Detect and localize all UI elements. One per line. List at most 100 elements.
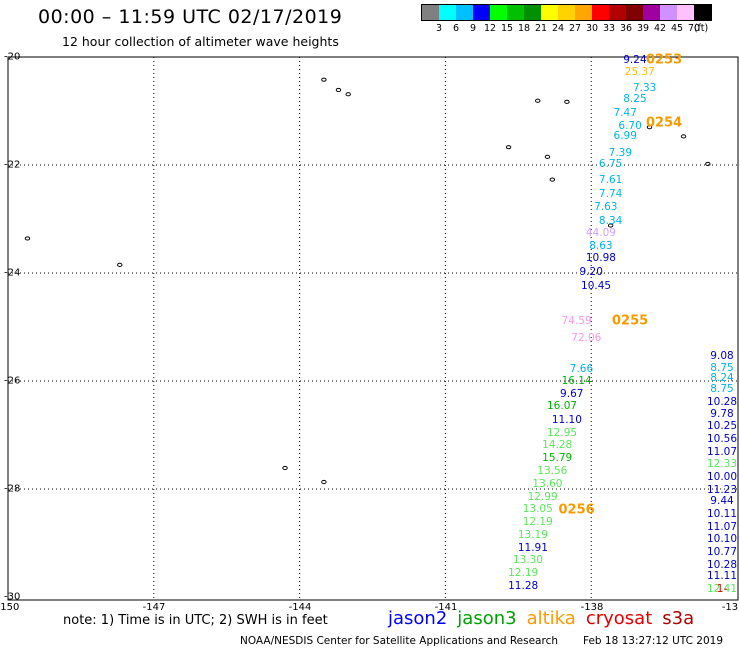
color-scale-label: 27 [568, 23, 582, 34]
wave-height-value: 14.28 [542, 439, 573, 452]
island-outline [282, 465, 288, 471]
wave-height-value: 72.06 [571, 332, 602, 345]
color-scale-label: 36 [619, 23, 633, 34]
wave-height-value: 7.74 [598, 187, 623, 200]
footer-note: note: 1) Time is in UTC; 2) SWH is in fe… [63, 613, 328, 628]
color-scale-unit: (ft) [693, 23, 709, 34]
wave-height-value: 11.10 [551, 414, 582, 427]
longitude-label: -150 [0, 602, 20, 613]
satellite-legend-item: jason3 [457, 608, 517, 629]
satellite-legend-item: altika [526, 608, 576, 629]
wave-height-value: 8.75 [710, 361, 734, 374]
wave-height-value: 10.28 [706, 558, 738, 571]
map-subtitle: 12 hour collection of altimeter wave hei… [62, 34, 339, 49]
color-scale-label: 33 [602, 23, 616, 34]
wave-height-value: 44.09 [585, 227, 616, 240]
wave-height-value: 9.24 [623, 53, 647, 66]
color-scale-label: 45 [670, 23, 684, 34]
island-outline [535, 98, 541, 103]
wave-height-value: 13.56 [537, 464, 568, 477]
wave-height-value: 11.91 [517, 541, 548, 554]
wave-height-value: 8.63 [589, 240, 613, 252]
island-outline [321, 77, 327, 82]
footer-credit: NOAA/NESDIS Center for Satellite Applica… [240, 635, 558, 647]
map-title: 00:00 – 11:59 UTC 02/17/2019 [38, 6, 343, 28]
island-outline [505, 145, 512, 150]
island-outline [705, 161, 711, 167]
wave-height-value: 10.28 [706, 395, 738, 408]
color-scale-label: 42 [653, 23, 667, 34]
wave-height-value: 9.20 [579, 266, 603, 279]
color-scale-swatch [473, 5, 490, 20]
latitude-label: -30 [4, 591, 21, 603]
latitude-label: -26 [4, 375, 21, 387]
pass-time-label: 0255 [611, 313, 649, 329]
color-scale-label: 15 [500, 23, 514, 34]
wave-height-value: 9.08 [710, 350, 734, 363]
wave-height-value: 9.78 [710, 407, 734, 420]
color-scale-swatch [660, 5, 677, 20]
color-scale-swatch [609, 5, 626, 20]
color-scale-swatch [643, 5, 660, 20]
wave-height-value: 7.39 [608, 146, 633, 159]
wave-height-value: 10.45 [581, 279, 612, 292]
wave-height-value: 1- [716, 582, 728, 595]
wave-height-value: 11.07 [706, 520, 738, 533]
color-scale-label: 18 [517, 23, 531, 34]
color-scale-label: 21 [534, 23, 548, 34]
latitude-label: -22 [4, 159, 21, 171]
footer-timestamp: Feb 18 13:27:12 UTC 2019 [583, 635, 723, 647]
island-outline [680, 134, 687, 139]
wave-height-value: 7.33 [632, 81, 657, 94]
wave-height-value: 74.59 [561, 314, 592, 327]
island-outlines [24, 77, 711, 485]
color-scale-swatch [558, 5, 575, 20]
wave-height-value: 10.77 [706, 545, 738, 558]
island-outline [321, 479, 327, 485]
color-scale-swatch [507, 5, 524, 20]
map-frame [7, 56, 739, 601]
color-scale-swatches [421, 4, 712, 21]
color-scale-swatch [524, 5, 541, 20]
wave-height-value: 11.23 [706, 483, 738, 496]
island-outline [117, 262, 123, 267]
wave-height-value: 12.41 [706, 582, 738, 595]
wave-height-value: 9.67 [560, 387, 584, 400]
island-outline [544, 154, 551, 159]
wave-height-value: 8.25 [623, 92, 647, 105]
wave-height-value: 10.56 [706, 432, 738, 445]
wave-height-value: 12.19 [508, 567, 539, 580]
island-outline [549, 177, 556, 182]
wave-height-value: 6.99 [613, 130, 637, 143]
wave-height-value: 7.47 [613, 106, 637, 119]
wave-height-value: 6.70 [618, 119, 642, 132]
satellite-legend-item: s3a [662, 608, 695, 629]
color-scale-label: 30 [585, 23, 599, 34]
wave-height-value: 8.75 [710, 382, 734, 395]
color-scale-swatch [592, 5, 609, 20]
color-scale-label: 39 [636, 23, 650, 34]
satellite-legend: jason2 jason3 altika cryosat s3a [388, 608, 704, 629]
wave-height-value: 11.07 [706, 445, 738, 458]
wave-height-value: 13.19 [517, 528, 548, 541]
color-scale-label: 70 [687, 23, 701, 34]
color-scale-label: 6 [452, 23, 460, 34]
color-scale-label: 3 [435, 23, 443, 34]
color-scale-swatch [422, 5, 439, 20]
wave-height-value: 12.19 [522, 515, 553, 528]
color-scale-labels: 3 6 9 12 15 18 21 24 27 30 33 36 39 42 45 70 (ft) [421, 21, 712, 34]
wave-height-value: 16.07 [547, 400, 578, 413]
pass-time-label: 0253 [646, 52, 683, 68]
map-grid [8, 57, 738, 600]
wave-height-value: 10.10 [706, 533, 738, 546]
satellite-legend-item: jason2 [388, 608, 448, 629]
color-scale-swatch [626, 5, 643, 20]
island-outline [335, 87, 342, 93]
color-scale-legend: 3 6 9 12 15 18 21 24 27 30 33 36 39 42 45 70 (ft) [421, 4, 712, 34]
wave-height-value: 10.25 [706, 420, 738, 433]
wave-height-value: 13.30 [512, 554, 544, 567]
color-scale-swatch [490, 5, 507, 20]
wave-height-value: 7.63 [594, 201, 618, 214]
wave-height-value: 11.28 [508, 580, 539, 593]
